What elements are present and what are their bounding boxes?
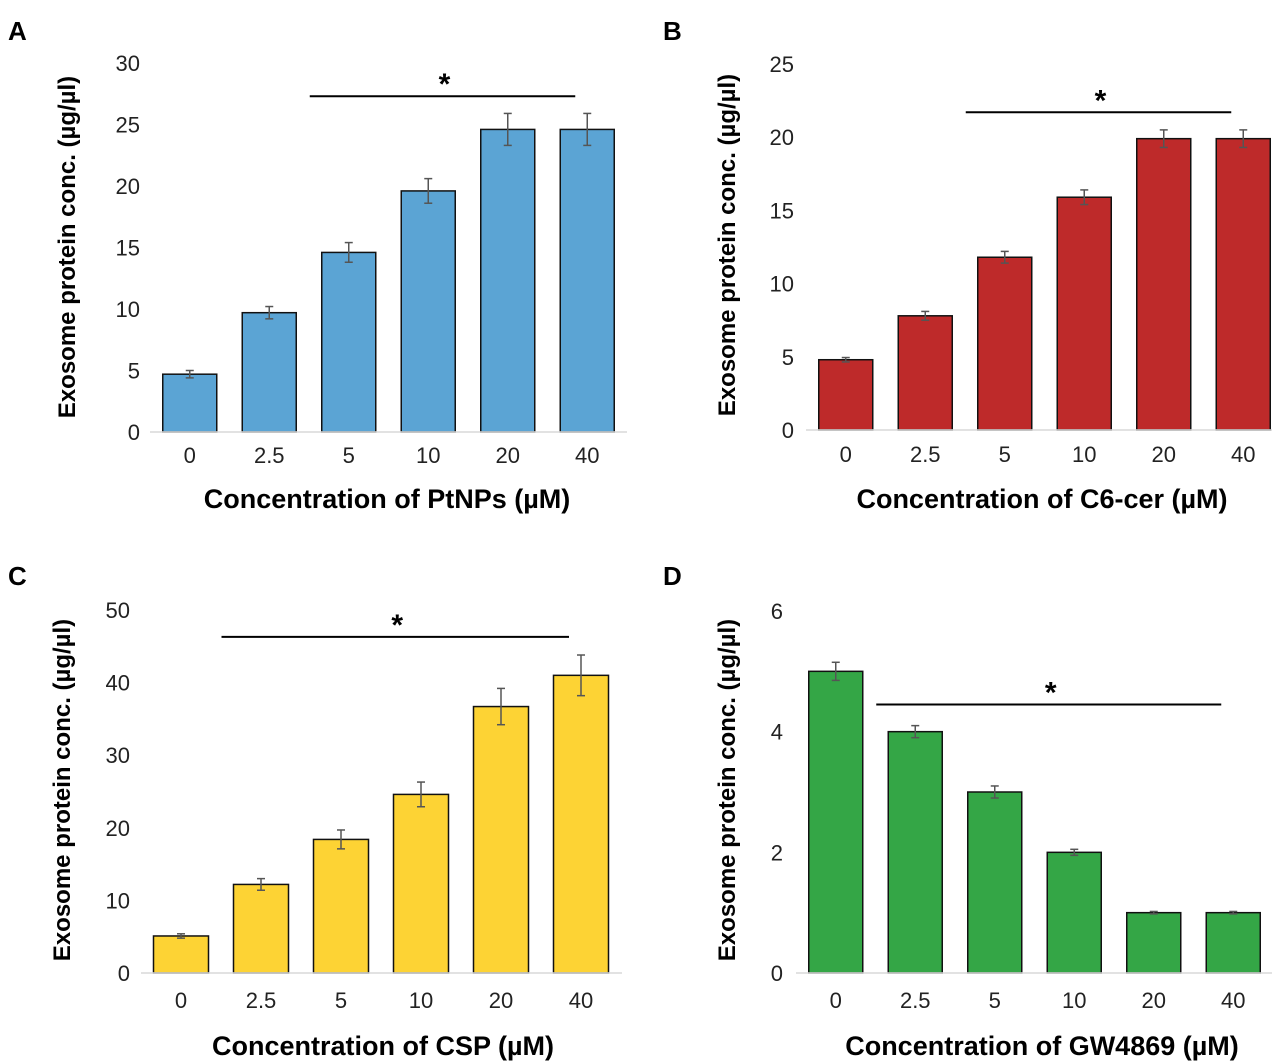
bar — [818, 358, 874, 431]
x-tick-label: 40 — [1221, 988, 1245, 1013]
bar — [808, 670, 864, 974]
x-axis-title: Concentration of PtNPs (µM) — [204, 484, 571, 514]
bar — [1136, 137, 1192, 431]
panel-a: A 0 5 10 15 20 25 30 0 2.5 5 10 20 40 * Concentration o… — [8, 16, 627, 514]
x-tick-label: 0 — [175, 988, 187, 1013]
x-tick-label: 40 — [575, 443, 599, 468]
x-tick-label: 40 — [1231, 442, 1255, 467]
y-tick-label: 50 — [106, 598, 130, 623]
x-tick-label: 10 — [416, 443, 440, 468]
x-tick-label: 40 — [569, 988, 593, 1013]
y-tick-label: 10 — [770, 272, 794, 297]
x-tick-label: 2.5 — [246, 988, 277, 1013]
bar — [400, 190, 456, 433]
x-tick-label: 10 — [1072, 442, 1096, 467]
bar — [1056, 196, 1112, 431]
panel-b: B 0 5 10 15 20 25 0 2.5 5 10 20 40 * Concentration of … — [663, 16, 1272, 514]
panel-letter: B — [663, 16, 682, 46]
y-tick-label: 15 — [116, 236, 140, 261]
x-tick-label: 5 — [989, 988, 1001, 1013]
bar — [977, 256, 1033, 431]
y-tick-label: 25 — [116, 113, 140, 138]
x-tick-label: 5 — [335, 988, 347, 1013]
y-tick-label: 20 — [770, 125, 794, 150]
bar — [1215, 137, 1271, 431]
significance-star: * — [391, 609, 403, 642]
bar — [552, 674, 610, 974]
x-tick-label: 0 — [830, 988, 842, 1013]
bar — [392, 793, 450, 974]
y-tick-label: 6 — [771, 599, 783, 624]
x-tick-label: 2.5 — [254, 443, 285, 468]
panel-letter: D — [663, 561, 682, 591]
significance-star: * — [439, 68, 451, 101]
panel-letter: C — [8, 561, 27, 591]
y-tick-label: 5 — [128, 359, 140, 384]
y-tick-label: 20 — [106, 816, 130, 841]
x-tick-label: 10 — [409, 988, 433, 1013]
y-tick-label: 25 — [770, 52, 794, 77]
bar — [897, 315, 953, 431]
bar — [1205, 911, 1261, 974]
bar — [152, 935, 210, 974]
y-axis-title: Exosome protein conc. (µg/µl) — [49, 619, 76, 961]
bar — [559, 128, 615, 433]
bar — [887, 730, 943, 974]
x-tick-label: 20 — [489, 988, 513, 1013]
y-tick-label: 0 — [128, 420, 140, 445]
x-axis-title: Concentration of C6-cer (µM) — [856, 484, 1227, 514]
y-tick-label: 30 — [116, 51, 140, 76]
x-tick-label: 20 — [496, 443, 520, 468]
x-tick-label: 2.5 — [910, 442, 941, 467]
x-tick-label: 5 — [343, 443, 355, 468]
x-axis-title: Concentration of GW4869 (µM) — [845, 1031, 1239, 1061]
bar — [1046, 851, 1102, 974]
x-tick-label: 20 — [1152, 442, 1176, 467]
y-axis-title: Exosome protein conc. (µg/µl) — [714, 619, 741, 961]
y-tick-label: 20 — [116, 174, 140, 199]
bar — [321, 251, 377, 433]
x-tick-label: 10 — [1062, 988, 1086, 1013]
bar — [1126, 911, 1182, 974]
bar — [162, 373, 218, 433]
x-tick-label: 5 — [999, 442, 1011, 467]
bar — [312, 838, 370, 974]
y-tick-label: 0 — [782, 418, 794, 443]
panel-letter: A — [8, 16, 27, 46]
bar — [232, 883, 290, 974]
x-axis-title: Concentration of CSP (µM) — [212, 1031, 554, 1061]
panel-d: D 0 2 4 6 0 2.5 5 10 20 40 * Concentration of GW4869… — [663, 561, 1272, 1061]
x-tick-label: 0 — [184, 443, 196, 468]
x-tick-label: 20 — [1142, 988, 1166, 1013]
bar — [472, 705, 530, 974]
y-axis-title: Exosome protein conc. (µg/µl) — [54, 76, 81, 418]
bar — [480, 128, 536, 433]
y-tick-label: 4 — [771, 720, 783, 745]
y-tick-label: 10 — [106, 888, 130, 913]
y-tick-label: 0 — [118, 961, 130, 986]
y-tick-label: 40 — [106, 671, 130, 696]
bar — [967, 791, 1023, 974]
bar — [241, 311, 297, 433]
significance-star: * — [1095, 84, 1107, 117]
y-tick-label: 15 — [770, 198, 794, 223]
x-tick-label: 0 — [840, 442, 852, 467]
x-tick-label: 2.5 — [900, 988, 931, 1013]
panel-c: C 0 10 20 30 40 50 0 2.5 5 10 20 40 * Concentration of… — [8, 561, 622, 1061]
y-tick-label: 30 — [106, 743, 130, 768]
y-tick-label: 10 — [116, 297, 140, 322]
significance-star: * — [1045, 677, 1057, 710]
y-axis-title: Exosome protein conc. (µg/µl) — [714, 74, 741, 416]
y-tick-label: 2 — [771, 840, 783, 865]
y-tick-label: 0 — [771, 961, 783, 986]
y-tick-label: 5 — [782, 345, 794, 370]
